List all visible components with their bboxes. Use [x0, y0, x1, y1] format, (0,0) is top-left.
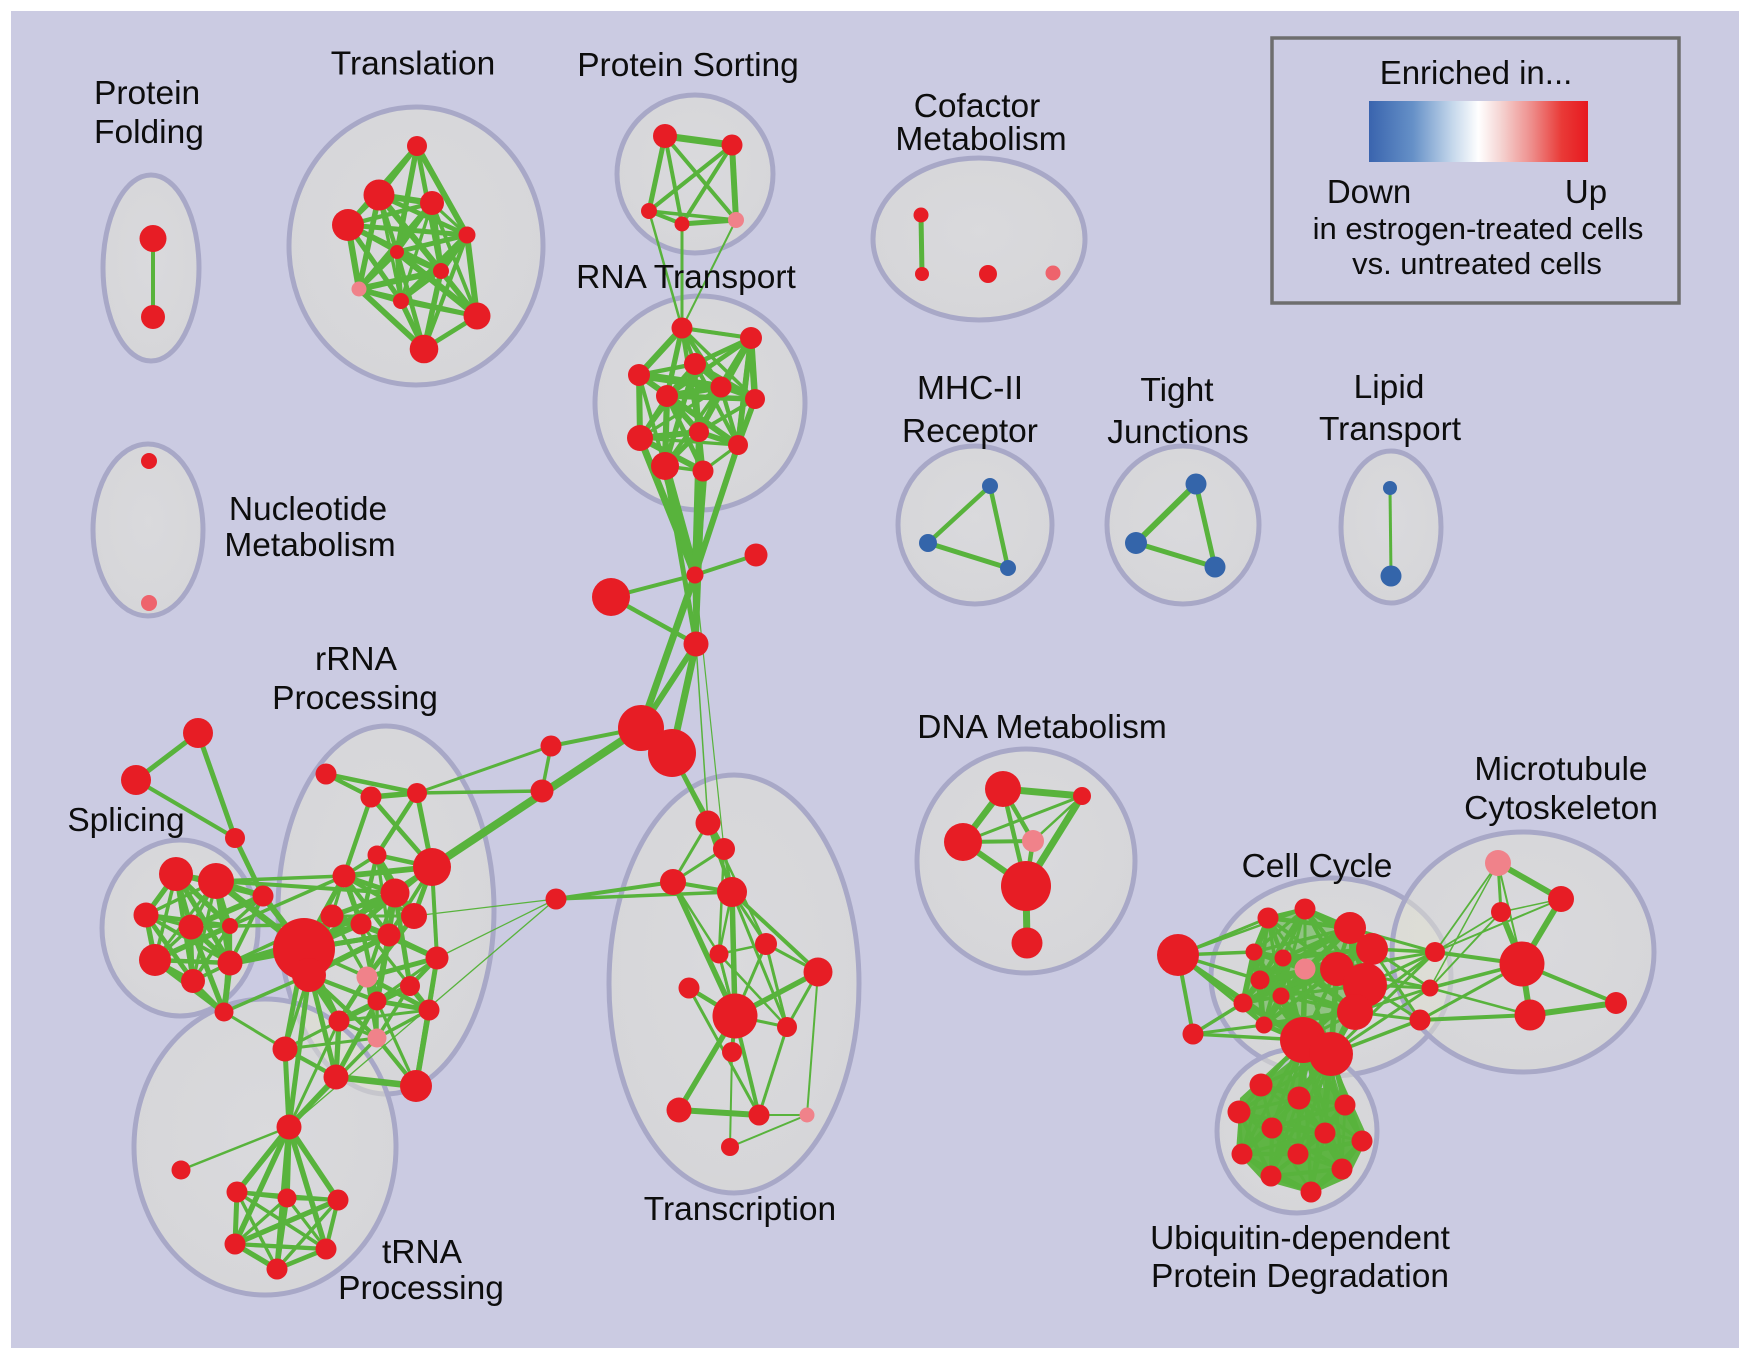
svg-text:Protein Sorting: Protein Sorting [577, 47, 799, 84]
svg-text:Processing: Processing [338, 1270, 504, 1307]
svg-text:Cofactor: Cofactor [914, 88, 1041, 125]
svg-text:Metabolism: Metabolism [895, 121, 1066, 158]
svg-text:Up: Up [1565, 173, 1607, 210]
svg-text:Receptor: Receptor [902, 413, 1038, 450]
svg-text:Down: Down [1327, 173, 1411, 210]
svg-text:Enriched in...: Enriched in... [1380, 54, 1573, 91]
svg-text:Ubiquitin-dependent: Ubiquitin-dependent [1150, 1220, 1451, 1257]
svg-text:Protein Degradation: Protein Degradation [1151, 1258, 1449, 1295]
svg-text:Tight: Tight [1140, 372, 1214, 409]
svg-text:Translation: Translation [331, 46, 495, 83]
svg-text:tRNA: tRNA [382, 1234, 463, 1271]
svg-text:Nucleotide: Nucleotide [229, 491, 387, 528]
svg-text:Junctions: Junctions [1107, 414, 1249, 451]
svg-text:Lipid: Lipid [1354, 369, 1425, 406]
svg-text:Cytoskeleton: Cytoskeleton [1464, 790, 1658, 827]
svg-text:Transcription: Transcription [644, 1191, 836, 1228]
svg-text:Microtubule: Microtubule [1474, 751, 1647, 788]
svg-text:Processing: Processing [272, 680, 438, 717]
svg-text:rRNA: rRNA [315, 641, 398, 678]
svg-text:Cell Cycle: Cell Cycle [1242, 848, 1393, 885]
svg-text:RNA Transport: RNA Transport [576, 259, 796, 296]
svg-text:in estrogen-treated cells: in estrogen-treated cells [1313, 211, 1644, 246]
svg-text:Folding: Folding [94, 114, 204, 151]
svg-text:MHC-II: MHC-II [917, 370, 1023, 407]
svg-text:Splicing: Splicing [67, 802, 184, 839]
svg-text:Transport: Transport [1319, 411, 1462, 448]
svg-text:Metabolism: Metabolism [224, 527, 395, 564]
svg-text:vs. untreated cells: vs. untreated cells [1352, 246, 1602, 281]
svg-text:DNA Metabolism: DNA Metabolism [917, 709, 1166, 746]
svg-text:Protein: Protein [94, 75, 200, 112]
